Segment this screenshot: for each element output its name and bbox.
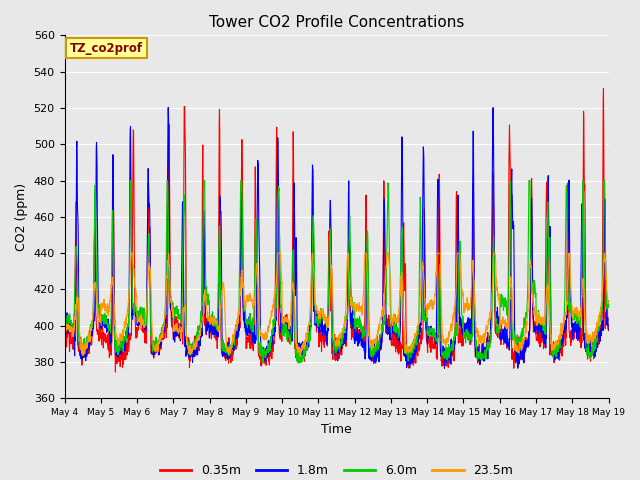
23.5m	[127, 250, 135, 256]
23.5m	[572, 308, 580, 313]
6.0m	[353, 317, 360, 323]
23.5m	[212, 319, 220, 324]
Line: 0.35m: 0.35m	[65, 88, 609, 372]
Y-axis label: CO2 (ppm): CO2 (ppm)	[15, 183, 28, 251]
6.0m	[61, 317, 68, 323]
1.8m	[164, 105, 172, 110]
23.5m	[605, 299, 612, 304]
0.35m	[495, 320, 502, 325]
0.35m	[212, 326, 220, 332]
Line: 1.8m: 1.8m	[65, 108, 609, 368]
0.35m	[364, 292, 372, 298]
23.5m	[495, 292, 503, 298]
23.5m	[296, 353, 304, 359]
1.8m	[557, 342, 564, 348]
1.8m	[440, 365, 448, 371]
Title: Tower CO2 Profile Concentrations: Tower CO2 Profile Concentrations	[209, 15, 464, 30]
1.8m	[212, 332, 220, 338]
0.35m	[353, 329, 360, 335]
1.8m	[605, 327, 612, 333]
6.0m	[365, 271, 372, 276]
Legend: 0.35m, 1.8m, 6.0m, 23.5m: 0.35m, 1.8m, 6.0m, 23.5m	[155, 459, 518, 480]
23.5m	[557, 329, 564, 335]
0.35m	[605, 328, 612, 334]
6.0m	[557, 332, 564, 337]
1.8m	[353, 338, 360, 344]
6.0m	[127, 178, 134, 183]
23.5m	[353, 309, 360, 314]
6.0m	[259, 360, 267, 366]
1.8m	[572, 326, 580, 332]
0.35m	[572, 319, 580, 324]
23.5m	[365, 324, 372, 330]
23.5m	[61, 329, 68, 335]
0.35m	[61, 333, 68, 339]
0.35m	[111, 369, 119, 375]
1.8m	[495, 314, 503, 320]
6.0m	[572, 312, 580, 318]
6.0m	[495, 323, 503, 329]
Line: 23.5m: 23.5m	[65, 253, 609, 356]
6.0m	[212, 321, 220, 326]
0.35m	[600, 85, 607, 91]
Line: 6.0m: 6.0m	[65, 180, 609, 363]
X-axis label: Time: Time	[321, 423, 352, 436]
6.0m	[605, 304, 612, 310]
Text: TZ_co2prof: TZ_co2prof	[70, 42, 143, 55]
1.8m	[61, 317, 68, 323]
1.8m	[364, 325, 372, 331]
0.35m	[557, 348, 564, 354]
